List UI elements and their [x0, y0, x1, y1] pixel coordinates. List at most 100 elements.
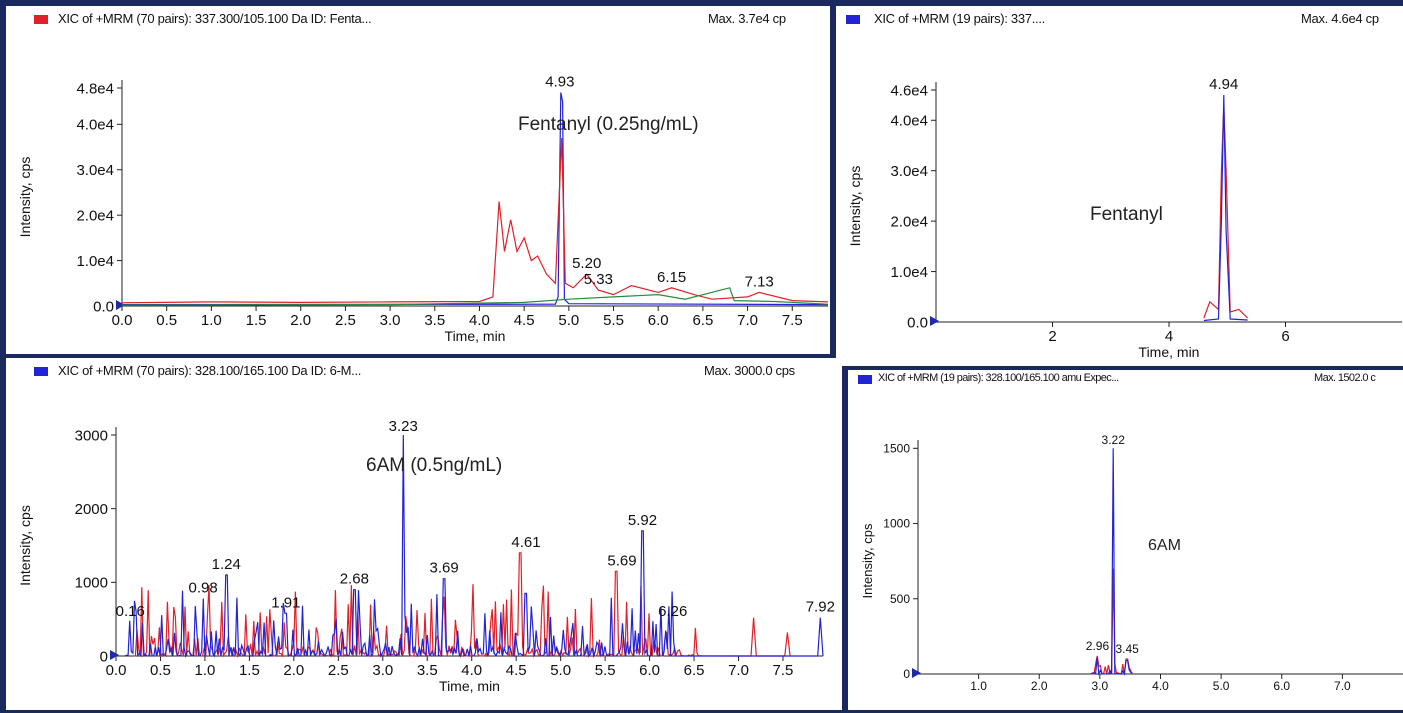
x-tick-label: 1.0 [970, 679, 987, 693]
x-tick-label: 1.5 [239, 662, 260, 679]
x-axis-label: Time, min [445, 328, 506, 344]
y-tick-label: 4.6e4 [890, 82, 928, 99]
x-tick-label: 5.0 [558, 312, 579, 329]
x-tick-label: 2.0 [283, 662, 304, 679]
x-tick-label: 0.5 [150, 662, 171, 679]
peak-label: 3.22 [1102, 433, 1126, 447]
chart-annotation: 6AM (0.5ng/mL) [366, 455, 502, 476]
chart-canvas: 2 4 6 0.0 1.0e4 2.0e4 3.0e4 4.0e4 4.6e4 Time, min… [847, 76, 1402, 360]
y-tick-label: 2.0e4 [890, 213, 928, 230]
x-tick-label: 6.0 [639, 662, 660, 679]
chart-max-label: Max. 4.6e4 cp [1301, 11, 1379, 26]
peak-label: 6.15 [657, 269, 686, 286]
y-tick-label: 1.0e4 [890, 264, 928, 281]
peak-label: 3.45 [1115, 642, 1139, 656]
x-tick-label: 4.0 [1152, 679, 1169, 693]
chart-max-label: Max. 1502.0 c [1314, 372, 1376, 384]
chart-panel-fentanyl-sample: XIC of +MRM (70 pairs): 337.300/105.100 … [6, 6, 830, 354]
y-tick-label: 1.0e4 [76, 253, 114, 270]
x-tick-label: 3.5 [417, 662, 438, 679]
peak-label: 4.93 [545, 74, 574, 91]
chart-panel-fentanyl-standard: XIC of +MRM (19 pairs): 337.... Max. 4.6… [836, 6, 1403, 366]
peak-label: 3.23 [389, 418, 418, 435]
chart-annotation: Fentanyl [1090, 204, 1163, 225]
trace-color-icon [858, 375, 872, 384]
peak-label: 2.96 [1086, 639, 1110, 653]
series-line [1090, 448, 1133, 676]
trace-color-icon [34, 367, 48, 376]
peak-label: 4.94 [1209, 76, 1238, 93]
x-tick-label: 5.5 [603, 312, 624, 329]
peak-label: 7.92 [806, 599, 835, 616]
x-tick-label: 2.5 [328, 662, 349, 679]
x-tick-label: 2.0 [290, 312, 311, 329]
peak-label: 2.68 [340, 571, 369, 588]
x-tick-label: 6.5 [684, 662, 705, 679]
y-tick-label: 4.0e4 [76, 117, 114, 134]
series-line [124, 434, 824, 659]
y-tick-label: 0 [903, 667, 910, 681]
chart-canvas: 0.0 0.5 1.0 1.5 2.0 2.5 3.0 3.5 4.0 4.5 5.0 5.5 6.0 6… [17, 74, 829, 344]
y-axis-label: Intensity, cps [847, 166, 863, 247]
x-tick-label: 0.0 [106, 662, 127, 679]
y-tick-label: 3.0e4 [890, 163, 928, 180]
series-line [121, 92, 829, 306]
x-tick-label: 7.0 [1334, 679, 1351, 693]
x-tick-label: 3.5 [424, 312, 445, 329]
chart-max-label: Max. 3000.0 cps [704, 363, 795, 378]
peak-label: 6.26 [658, 603, 687, 620]
y-tick-label: 0.0 [93, 298, 114, 315]
peak-label: 4.61 [511, 534, 540, 551]
zero-marker-icon [912, 668, 921, 678]
series-line [1203, 94, 1248, 322]
peak-label: 0.98 [189, 580, 218, 597]
chart-title: XIC of +MRM (70 pairs): 328.100/165.100 … [58, 363, 362, 378]
x-tick-label: 3.0 [380, 312, 401, 329]
peak-label: 5.92 [628, 512, 657, 529]
x-tick-label: 0.5 [156, 312, 177, 329]
x-tick-label: 6.5 [692, 312, 713, 329]
x-tick-label: 2.5 [335, 312, 356, 329]
x-axis-label: Time, min [439, 678, 500, 694]
zero-marker-icon [116, 300, 125, 310]
y-tick-label: 3000 [75, 427, 108, 444]
chart-annotation: 6AM [1148, 537, 1181, 554]
trace-color-icon [34, 15, 48, 24]
x-tick-label: 5.5 [595, 662, 616, 679]
chart-canvas: 1.0 2.0 3.0 4.0 5.0 6.0 7.0 0 500 1000 1500 Intensi… [860, 433, 1403, 693]
y-tick-label: 4.8e4 [76, 80, 114, 97]
x-tick-label: 1.0 [195, 662, 216, 679]
zero-marker-icon [110, 650, 119, 660]
x-tick-label: 4.5 [506, 662, 527, 679]
y-tick-label: 4.0e4 [890, 113, 928, 130]
x-tick-label: 4 [1165, 328, 1173, 345]
peak-label: 1.91 [271, 594, 300, 611]
peak-label: 5.69 [607, 552, 636, 569]
x-axis-label: Time, min [1139, 344, 1200, 360]
peak-label: 5.33 [584, 271, 613, 288]
x-tick-label: 6 [1281, 328, 1289, 345]
x-tick-label: 6.0 [648, 312, 669, 329]
x-tick-label: 5.0 [550, 662, 571, 679]
y-axis-label: Intensity, cps [17, 157, 33, 238]
x-tick-label: 1.0 [201, 312, 222, 329]
x-tick-label: 5.0 [1213, 679, 1230, 693]
x-tick-label: 4.0 [469, 312, 490, 329]
y-tick-label: 500 [890, 592, 910, 606]
x-tick-label: 3.0 [372, 662, 393, 679]
x-tick-label: 7.0 [737, 312, 758, 329]
y-tick-label: 0.0 [907, 314, 928, 331]
x-tick-label: 7.5 [773, 662, 794, 679]
y-tick-label: 3.0e4 [76, 162, 114, 179]
chart-max-label: Max. 3.7e4 cp [708, 11, 786, 26]
x-tick-label: 2.0 [1031, 679, 1048, 693]
chart-panel-6am-sample: XIC of +MRM (70 pairs): 328.100/165.100 … [6, 358, 842, 710]
x-tick-label: 4.5 [514, 312, 535, 329]
x-tick-label: 7.0 [728, 662, 749, 679]
x-tick-label: 0.0 [112, 312, 133, 329]
x-tick-label: 6.0 [1273, 679, 1290, 693]
y-tick-label: 2000 [75, 501, 108, 518]
chart-panel-6am-standard: XIC of +MRM (19 pairs): 328.100/165.100 … [848, 370, 1403, 710]
x-tick-label: 7.5 [782, 312, 803, 329]
series-line [121, 287, 829, 306]
